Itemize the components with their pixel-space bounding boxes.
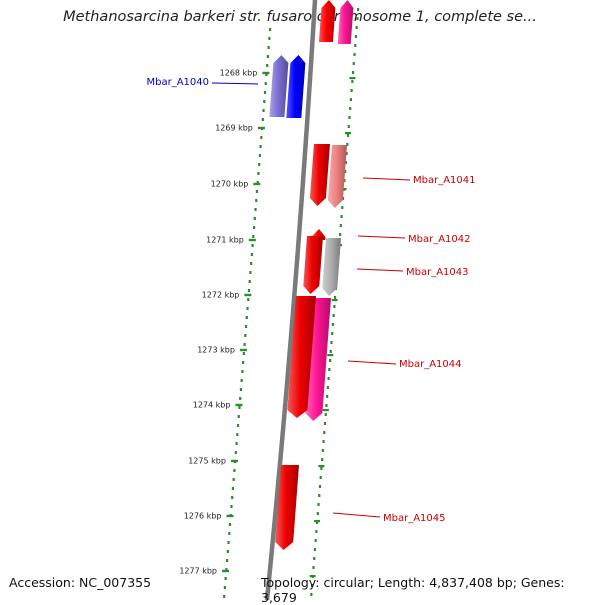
gene-arrow[interactable] (318, 0, 336, 42)
gene-arrow[interactable] (269, 55, 289, 117)
scale-tick (262, 71, 270, 75)
scale-tick-label: 1276 kbp (184, 512, 222, 521)
gene-leader-line (332, 512, 381, 518)
genome-summary: Topology: circular; Length: 4,837,408 bp… (261, 575, 565, 605)
gene-arrow[interactable] (309, 144, 330, 206)
scale-tick (244, 293, 252, 297)
gene-label[interactable]: Mbar_A1040 (146, 77, 209, 88)
scale-tick-label: 1274 kbp (193, 401, 231, 410)
inner-scale-track (223, 28, 272, 598)
gene-label[interactable]: Mbar_A1041 (413, 175, 476, 186)
gene-leader-line (357, 235, 406, 239)
gene-arrow[interactable] (322, 238, 341, 296)
gene-leader-line (356, 268, 404, 272)
gene-label[interactable]: Mbar_A1044 (399, 359, 462, 370)
scale-tick (226, 514, 234, 518)
gene-arrow[interactable] (327, 145, 347, 208)
scale-tick (222, 569, 230, 573)
scale-tick (230, 459, 238, 463)
scale-tick (235, 403, 243, 407)
scale-tick (239, 348, 247, 352)
gene-arrow[interactable] (337, 0, 354, 44)
gene-label[interactable]: Mbar_A1042 (408, 234, 471, 245)
accession-text: Accession: NC_007355 (9, 575, 152, 590)
scale-tick (253, 182, 261, 186)
scale-tick (248, 238, 256, 242)
scale-tick-label: 1268 kbp (220, 69, 258, 78)
scale-tick-label: 1273 kbp (197, 346, 235, 355)
scale-tick-label: 1275 kbp (188, 457, 226, 466)
scale-tick-label: 1271 kbp (206, 236, 244, 245)
gene-leader-line (362, 177, 411, 181)
gene-label[interactable]: Mbar_A1043 (406, 267, 469, 278)
gene-arrow[interactable] (287, 296, 316, 418)
backbone-line (264, 0, 318, 600)
scale-tick (257, 126, 265, 130)
scale-tick-label: 1269 kbp (215, 124, 253, 133)
scale-tick-label: 1272 kbp (202, 291, 240, 300)
gene-leader-line (211, 82, 259, 85)
scale-tick-label: 1270 kbp (211, 180, 249, 189)
diagram-title: Methanosarcina barkeri str. fusaro chrom… (63, 9, 537, 25)
gene-arrow[interactable] (303, 236, 323, 294)
gene-arrow[interactable] (275, 465, 299, 550)
scale-tick-label: 1277 kbp (179, 567, 217, 576)
gene-arrow[interactable] (286, 55, 306, 118)
gene-leader-line (347, 360, 397, 365)
gene-label[interactable]: Mbar_A1045 (383, 513, 446, 524)
